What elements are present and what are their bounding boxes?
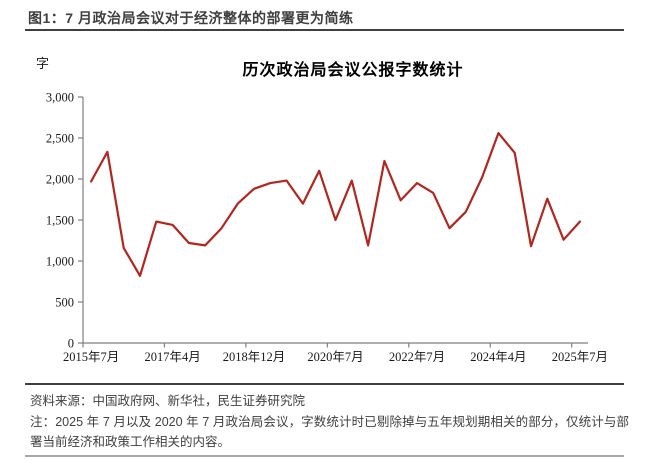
source-note: 资料来源：中国政府网、新华社，民生证券研究院 [30,394,306,408]
y-tick-label: 2,500 [46,132,74,146]
y-tick-label: 0 [68,337,74,351]
bottom-divider [25,455,624,457]
x-tick-label: 2022年7月 [389,350,445,364]
y-axis-unit-label: 字 [36,56,50,71]
y-tick-label: 500 [55,296,74,310]
figure-title: 图1：7 月政治局会议对于经济整体的部署更为简练 [28,10,354,26]
footer-divider [25,383,624,385]
x-tick-label: 2015年7月 [63,350,119,364]
x-tick-label: 2025年7月 [552,350,608,364]
x-tick-label: 2020年7月 [307,350,363,364]
chart-title: 历次政治局会议公报字数统计 [242,62,464,79]
word-count-series-line [89,132,582,277]
y-tick-label: 1,500 [46,214,74,228]
y-tick-label: 3,000 [46,91,74,105]
x-tick-label: 2024年4月 [470,350,526,364]
y-tick-label: 2,000 [46,173,74,187]
x-tick-label: 2018年12月 [223,350,286,364]
footnote: 注：2025 年 7 月以及 2020 年 7 月政治局会议，字数统计时已剔除掉… [30,415,629,449]
y-tick-label: 1,000 [46,255,74,269]
x-tick-label: 2017年4月 [144,350,200,364]
title-underline [25,29,624,31]
